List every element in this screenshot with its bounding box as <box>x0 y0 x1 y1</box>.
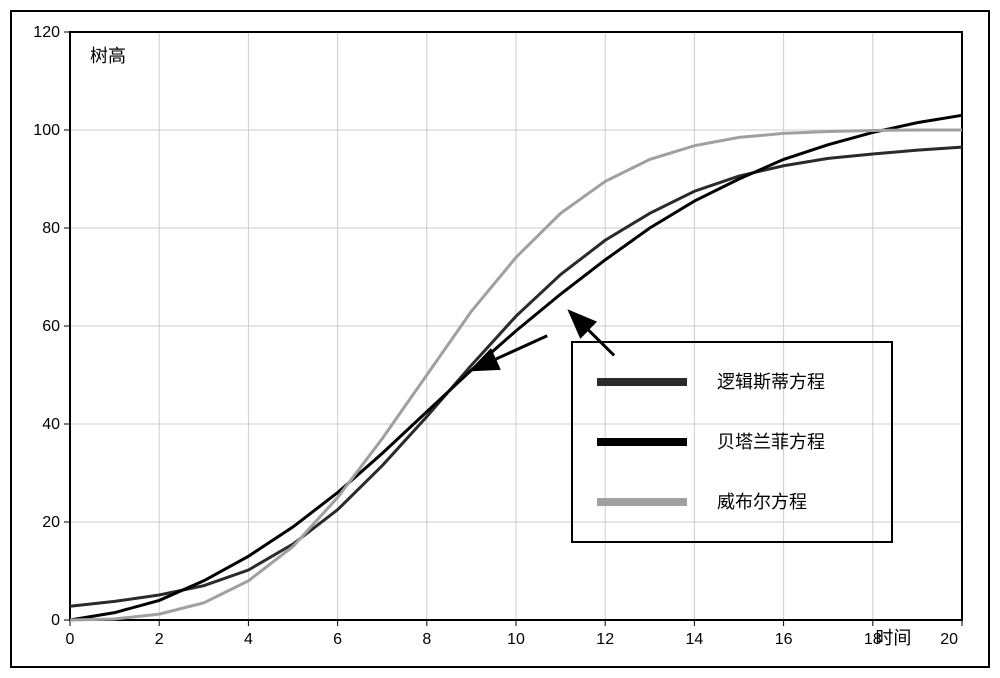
x-tick-label: 20 <box>940 631 958 648</box>
x-tick-label: 0 <box>66 631 75 648</box>
y-tick-label: 40 <box>42 416 60 433</box>
x-tick-label: 4 <box>244 631 253 648</box>
legend-label-2: 威布尔方程 <box>717 492 807 512</box>
y-tick-label: 120 <box>33 24 60 41</box>
chart-svg: 02468101214161820时间020406080100120树高逻辑斯蒂… <box>12 12 988 666</box>
x-tick-label: 16 <box>775 631 793 648</box>
x-axis-label: 时间 <box>875 628 911 648</box>
x-tick-label: 2 <box>155 631 164 648</box>
legend-label-0: 逻辑斯蒂方程 <box>717 372 825 392</box>
x-tick-label: 14 <box>686 631 704 648</box>
y-tick-label: 20 <box>42 514 60 531</box>
y-tick-label: 0 <box>51 612 60 629</box>
legend-label-1: 贝塔兰菲方程 <box>717 432 825 452</box>
y-tick-label: 80 <box>42 220 60 237</box>
y-tick-label: 60 <box>42 318 60 335</box>
x-tick-label: 6 <box>333 631 342 648</box>
x-tick-label: 8 <box>422 631 431 648</box>
growth-curve-chart: 02468101214161820时间020406080100120树高逻辑斯蒂… <box>10 10 990 668</box>
y-tick-label: 100 <box>33 122 60 139</box>
x-tick-label: 12 <box>596 631 614 648</box>
annotation-arrow-1 <box>570 311 615 355</box>
y-axis-label: 树高 <box>90 46 126 66</box>
x-tick-label: 10 <box>507 631 525 648</box>
